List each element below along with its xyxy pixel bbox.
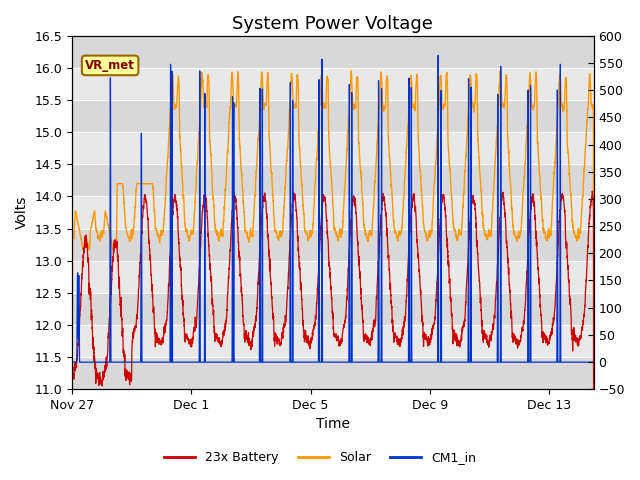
Bar (72, 164, 594, 196)
Bar (72, 132, 594, 164)
Y-axis label: Volts: Volts (15, 196, 29, 229)
Title: System Power Voltage: System Power Voltage (232, 15, 433, 33)
Bar (72, 100, 594, 132)
Bar (72, 325, 594, 357)
Bar (72, 36, 594, 68)
X-axis label: Time: Time (316, 418, 350, 432)
Bar (72, 261, 594, 293)
Text: VR_met: VR_met (85, 59, 135, 72)
Bar (72, 196, 594, 228)
Bar (72, 68, 594, 100)
Legend: 23x Battery, Solar, CM1_in: 23x Battery, Solar, CM1_in (159, 446, 481, 469)
Bar (72, 357, 594, 389)
Bar (72, 293, 594, 325)
Bar (72, 228, 594, 261)
